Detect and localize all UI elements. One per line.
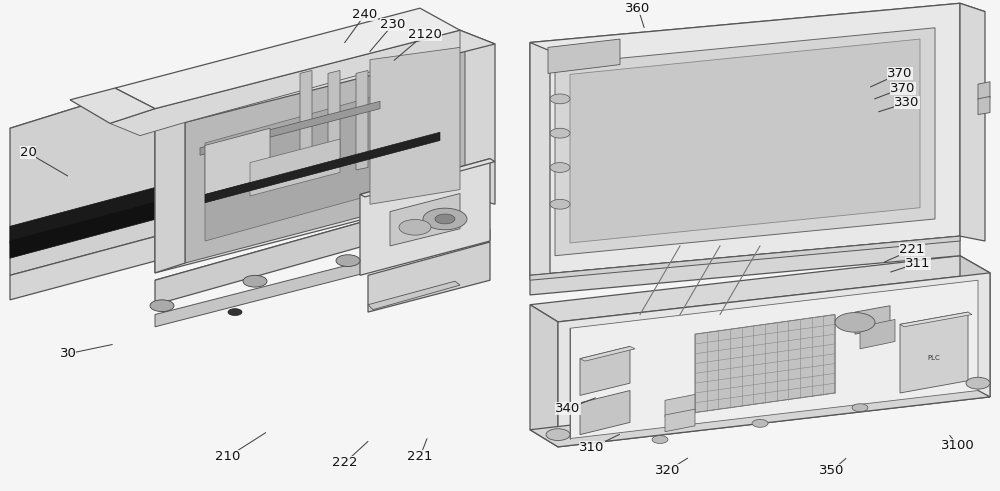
Polygon shape — [200, 101, 380, 155]
Polygon shape — [530, 236, 960, 280]
Text: 222: 222 — [332, 456, 358, 469]
Polygon shape — [530, 3, 960, 275]
Text: 3100: 3100 — [941, 439, 975, 452]
Polygon shape — [570, 280, 978, 438]
Polygon shape — [155, 30, 495, 122]
Polygon shape — [665, 394, 695, 417]
Polygon shape — [548, 39, 620, 73]
Polygon shape — [155, 194, 460, 305]
Polygon shape — [530, 43, 550, 283]
Text: 370: 370 — [887, 67, 913, 80]
Polygon shape — [155, 109, 185, 273]
Polygon shape — [368, 281, 460, 310]
Polygon shape — [185, 48, 465, 263]
Text: 360: 360 — [625, 1, 651, 15]
Polygon shape — [155, 194, 490, 293]
Polygon shape — [580, 346, 630, 395]
Polygon shape — [530, 3, 985, 51]
Polygon shape — [205, 128, 270, 194]
Polygon shape — [860, 320, 895, 349]
Circle shape — [752, 419, 768, 427]
Circle shape — [966, 377, 990, 389]
Polygon shape — [580, 390, 630, 435]
Circle shape — [423, 208, 467, 230]
Polygon shape — [360, 159, 495, 197]
Text: 310: 310 — [579, 441, 605, 454]
Polygon shape — [530, 305, 558, 447]
Circle shape — [228, 309, 242, 316]
Text: 230: 230 — [380, 18, 406, 31]
Circle shape — [546, 429, 570, 440]
Polygon shape — [250, 139, 340, 196]
Text: 221: 221 — [899, 244, 925, 256]
Polygon shape — [360, 159, 490, 275]
Text: 30: 30 — [60, 347, 76, 360]
Circle shape — [550, 94, 570, 104]
Polygon shape — [960, 256, 990, 397]
Polygon shape — [155, 30, 460, 273]
Polygon shape — [10, 77, 295, 128]
Polygon shape — [665, 409, 695, 432]
Polygon shape — [70, 88, 155, 123]
Polygon shape — [10, 77, 175, 275]
Polygon shape — [555, 28, 935, 256]
Text: 221: 221 — [407, 450, 433, 463]
Polygon shape — [155, 229, 490, 327]
Circle shape — [835, 313, 875, 332]
Polygon shape — [530, 256, 990, 322]
Polygon shape — [900, 312, 968, 393]
Circle shape — [399, 219, 431, 235]
Polygon shape — [328, 70, 340, 170]
Polygon shape — [10, 182, 175, 244]
Polygon shape — [530, 381, 990, 447]
Polygon shape — [390, 193, 460, 246]
Text: 240: 240 — [352, 8, 378, 21]
Polygon shape — [175, 77, 295, 231]
Polygon shape — [978, 82, 990, 100]
Circle shape — [550, 199, 570, 209]
Text: 210: 210 — [215, 450, 241, 463]
Polygon shape — [460, 30, 495, 204]
Text: 340: 340 — [555, 402, 581, 415]
Text: 20: 20 — [20, 146, 36, 159]
Polygon shape — [300, 70, 312, 170]
Circle shape — [150, 300, 174, 312]
Text: 370: 370 — [890, 82, 916, 95]
Circle shape — [550, 163, 570, 172]
Polygon shape — [10, 231, 175, 300]
Text: PLC: PLC — [928, 355, 940, 361]
Polygon shape — [205, 132, 440, 203]
Polygon shape — [900, 312, 972, 327]
Polygon shape — [580, 346, 635, 361]
Text: 320: 320 — [655, 464, 681, 477]
Polygon shape — [110, 30, 460, 136]
Text: 330: 330 — [894, 96, 920, 109]
Polygon shape — [978, 96, 990, 114]
Circle shape — [336, 255, 360, 267]
Text: 2120: 2120 — [408, 27, 442, 41]
Circle shape — [852, 404, 868, 411]
Polygon shape — [695, 315, 835, 412]
Circle shape — [550, 128, 570, 138]
Polygon shape — [960, 3, 985, 241]
Text: 350: 350 — [819, 464, 845, 477]
Polygon shape — [368, 242, 490, 312]
Polygon shape — [530, 236, 960, 295]
Circle shape — [435, 214, 455, 224]
Polygon shape — [558, 273, 990, 447]
Circle shape — [652, 436, 668, 443]
Polygon shape — [855, 306, 890, 334]
Polygon shape — [356, 70, 368, 170]
Polygon shape — [370, 48, 460, 204]
Text: 311: 311 — [905, 257, 931, 270]
Polygon shape — [115, 8, 460, 109]
Polygon shape — [570, 39, 920, 243]
Circle shape — [243, 275, 267, 287]
Polygon shape — [10, 197, 175, 258]
Polygon shape — [205, 77, 445, 241]
